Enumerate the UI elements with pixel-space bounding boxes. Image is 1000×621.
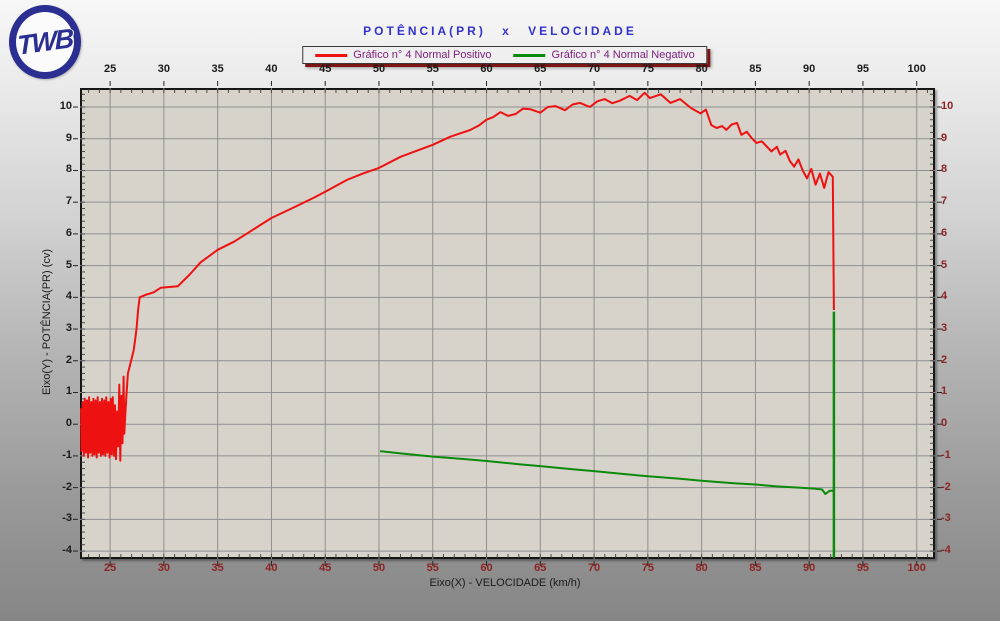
y-tick-label-right: -1 [941,448,951,461]
series-positivo-line [80,91,835,462]
x-tick-label-top: 90 [803,63,816,75]
y-tick-label-left: 4 [65,290,72,303]
x-tick-label-top: 50 [372,63,386,75]
x-tick-label-bottom: 65 [534,562,547,574]
x-tick-label-bottom: 95 [856,562,870,574]
y-tick-label-right: 0 [941,417,948,430]
legend-label-positivo: Gráfico n° 4 Normal Positivo [353,49,492,61]
y-tick-label-right: -3 [941,512,951,525]
x-tick-label-bottom: 90 [803,562,816,574]
legend-label-negativo: Gráfico n° 4 Normal Negativo [551,49,695,61]
green-line-swatch-icon [513,53,546,57]
y-tick-label-left: 8 [65,163,72,176]
y-tick-label-right: 3 [941,322,948,335]
y-tick-label-left: 6 [65,226,72,239]
x-tick-label-bottom: 70 [587,562,601,574]
x-tick-label-top: 60 [480,63,493,75]
y-tick-label-left: 5 [65,258,72,271]
twb-logo: TWB [9,5,81,79]
y-tick-label-right: 8 [941,163,948,176]
y-tick-label-left: -1 [62,448,72,461]
y-tick-label-right: -4 [941,544,951,557]
x-tick-label-top: 45 [319,63,332,75]
x-tick-label-bottom: 55 [426,562,439,574]
y-tick-label-left: 9 [65,131,72,144]
y-tick-label-right: 4 [941,290,948,303]
page-title: POTÊNCIA(PR) x VELOCIDADE [363,24,637,38]
x-tick-label-top: 40 [265,63,278,75]
x-tick-label-top: 80 [695,63,708,75]
legend-item-negativo: Gráfico n° 4 Normal Negativo [513,49,695,61]
y-tick-label-right: 2 [941,353,948,366]
red-line-swatch-icon [315,53,348,57]
y-tick-label-left: 2 [65,353,72,366]
legend-item-positivo: Gráfico n° 4 Normal Positivo [315,49,492,61]
y-tick-label-left: 1 [65,385,72,398]
x-tick-label-bottom: 30 [157,562,170,574]
y-tick-label-right: 6 [941,226,948,239]
x-tick-label-top: 30 [157,63,170,75]
x-tick-label-bottom: 35 [211,562,224,574]
y-tick-label-left: -2 [62,480,72,493]
y-tick-label-right: 1 [941,385,948,398]
y-tick-label-left: -3 [62,512,72,525]
y-tick-label-left: 3 [65,322,72,335]
chart-plot-area [80,88,935,559]
x-tick-label-top: 85 [749,63,762,75]
y-tick-label-right: -2 [941,480,951,493]
x-tick-label-bottom: 75 [641,562,654,574]
x-tick-label-top: 100 [907,63,926,75]
x-tick-label-bottom: 60 [480,562,493,574]
x-tick-label-bottom: 80 [695,562,708,574]
x-tick-label-top: 25 [103,63,117,75]
x-tick-label-top: 75 [641,63,654,75]
series-negativo-line [379,450,834,495]
y-tick-label-right: 10 [941,100,954,113]
y-tick-label-right: 5 [941,258,948,271]
twb-logo-text: TWB [16,22,73,61]
y-tick-label-left: -4 [62,544,72,557]
x-tick-label-top: 35 [211,63,224,75]
x-tick-label-top: 70 [587,63,601,75]
x-tick-label-top: 65 [534,63,547,75]
y-tick-label-right: 9 [941,131,948,144]
chart-legend: Gráfico n° 4 Normal Positivo Gráfico n° … [302,46,708,64]
y-tick-label-left: 0 [65,417,72,430]
y-tick-label-left: 7 [65,195,72,208]
x-tick-label-bottom: 100 [907,562,926,574]
x-tick-label-bottom: 50 [372,562,386,574]
x-tick-label-bottom: 25 [103,562,117,574]
y-tick-label-right: 7 [941,195,948,208]
y-tick-label-left: 10 [59,100,72,113]
x-tick-label-bottom: 40 [265,562,278,574]
x-tick-label-bottom: 45 [319,562,332,574]
x-tick-label-top: 55 [426,63,439,75]
x-axis-title: Eixo(X) - VELOCIDADE (km/h) [429,577,581,589]
chart-canvas [73,81,942,566]
y-axis-title: Eixo(Y) - POTÊNCIA(PR) (cv) [41,248,53,396]
x-tick-label-bottom: 85 [749,562,762,574]
x-tick-label-top: 95 [856,63,870,75]
